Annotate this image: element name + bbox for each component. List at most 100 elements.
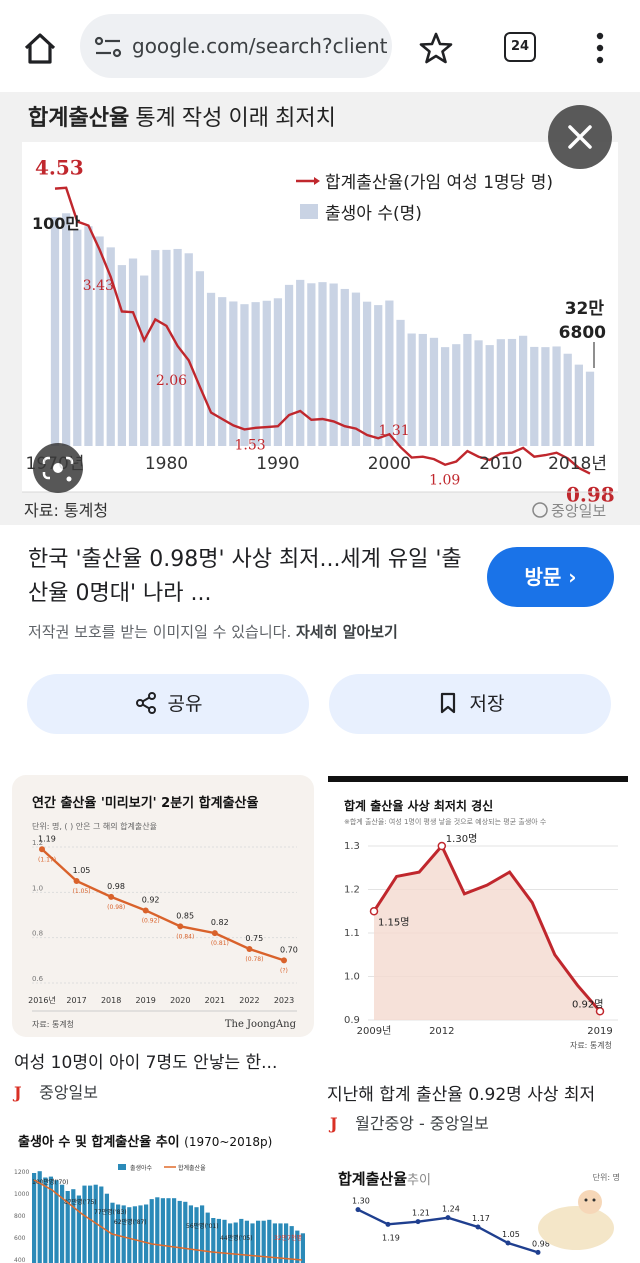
chevron-right-icon: ›: [568, 565, 577, 589]
thumb1-value: 0.70: [280, 945, 298, 954]
births-bar: [496, 339, 505, 446]
thumb1-sublabel: (0.84): [176, 933, 194, 940]
thumb1-sublabel: (0.92): [142, 917, 160, 924]
thumb3-bar: [216, 1218, 221, 1263]
tfr-point-label: 4.53: [35, 156, 84, 180]
thumb1-point: [108, 893, 115, 900]
thumb3-bar: [256, 1220, 261, 1263]
thumb3-bar: [172, 1198, 177, 1263]
births-bar: [552, 346, 561, 446]
thumb1-value: 0.75: [245, 934, 263, 943]
births-bar: [362, 301, 372, 446]
thumb3-bar: [194, 1207, 199, 1263]
thumb3-bar: [127, 1207, 132, 1263]
births-bar: [262, 300, 271, 446]
births-bar: [574, 364, 583, 446]
x-tick-label: 2000: [368, 454, 411, 474]
thumb3-bar: [233, 1222, 238, 1263]
url-text[interactable]: google.com/search?client: [132, 34, 388, 58]
result-title[interactable]: 한국 '출산율 0.98명' 사상 최저...세계 유일 '출산율 0명대' 나…: [28, 547, 462, 606]
thumb3-ytick: 600: [14, 1235, 26, 1242]
bookmark-button[interactable]: [418, 30, 454, 66]
close-viewer-button[interactable]: [548, 105, 612, 169]
related-image-3[interactable]: 출생아 수 및 합계출산율 추이 (1970~2018p) 출생아수 합계출산율…: [12, 1124, 314, 1263]
thumb3-bar: [244, 1220, 249, 1263]
tfr-point-label: 2.06: [156, 373, 187, 389]
related-image-2[interactable]: 합계 출산율 사상 최저치 경신 ※합계 출산율: 여성 1명이 평생 낳을 것…: [328, 776, 628, 1068]
legend-births: 출생아 수(명): [325, 204, 422, 224]
url-bar[interactable]: google.com/search?client: [80, 14, 392, 78]
related-caption-1[interactable]: 여성 10명이 아이 7명도 안낳는 한...: [14, 1053, 278, 1073]
star-icon: [419, 32, 453, 64]
thumb-src-2: 자료: 통계청: [570, 1040, 612, 1050]
thumb3-bar: [155, 1197, 160, 1263]
tab-switcher-button[interactable]: 24: [504, 32, 536, 62]
thumb4-value: 1.19: [382, 1233, 400, 1242]
visit-button[interactable]: 방문 ›: [487, 547, 614, 607]
thumb-brand-1: The JoongAng: [225, 1019, 297, 1030]
tfr-line: [54, 186, 591, 475]
thumb3-label: 56만명('01): [186, 1222, 219, 1230]
bar-label-2018-line1: 32만: [565, 299, 605, 319]
publisher-logo: 중앙일보: [532, 502, 606, 520]
thumb4-point: [445, 1215, 451, 1221]
thumb3-bar: [48, 1176, 53, 1263]
related-image-4[interactable]: 합계출산율추이 단위: 명 1.30 1.19 1.21 1.24 1.17 1.05 0.…: [328, 1158, 628, 1263]
related-caption-2[interactable]: 지난해 합계 출산율 0.92명 사상 최저: [327, 1085, 596, 1105]
thumb3-bar: [284, 1223, 289, 1263]
thumb2-ytick: 1.1: [344, 928, 360, 939]
thumb1-sublabel: (?): [280, 967, 288, 974]
more-menu-button[interactable]: [588, 30, 612, 66]
thumb1-xtick: 2021: [205, 996, 225, 1005]
thumb-chart-4: 합계출산율추이 단위: 명 1.30 1.19 1.21 1.24 1.17 1.05 0.…: [338, 1170, 620, 1255]
thumb1-value: 1.05: [73, 866, 91, 875]
births-bar: [95, 236, 104, 446]
thumb3-bar: [43, 1177, 48, 1263]
thumb3-label: 77만명('83): [94, 1208, 127, 1216]
thumb4-point: [385, 1221, 391, 1227]
thumb1-sublabel: (0.81): [211, 940, 229, 947]
thumb4-point: [505, 1240, 511, 1246]
thumb1-polyline: [41, 848, 285, 962]
thumb3-bar: [160, 1198, 165, 1263]
thumb-sub-1: 단위: 명, ( ) 안은 그 해의 합계출산율: [32, 821, 157, 831]
thumb4-point: [475, 1224, 481, 1230]
browser-toolbar: google.com/search?client 24: [0, 0, 640, 92]
save-button[interactable]: 저장: [329, 674, 611, 734]
thumb-title-3: 출생아 수 및 합계출산율 추이 (1970~2018p): [18, 1134, 272, 1150]
bar-label-2018-line2: 6800: [559, 323, 606, 343]
thumb3-legend-births: 출생아수: [130, 1164, 153, 1172]
births-bar: [251, 302, 260, 446]
related-image-1[interactable]: 연간 출산율 '미리보기' 2분기 합계출산율 단위: 명, ( ) 안은 그 …: [12, 775, 314, 1037]
related-source-1: J 중앙일보: [14, 1083, 98, 1102]
joongang-logo-icon: J: [330, 1114, 338, 1133]
thumb1-xtick: 2020: [170, 996, 190, 1005]
births-bar: [73, 229, 82, 446]
thumb3-bar: [121, 1205, 126, 1263]
thumb3-bar: [149, 1199, 154, 1263]
share-button[interactable]: 공유: [27, 674, 309, 734]
births-bar: [385, 300, 394, 446]
births-bar: [429, 337, 439, 446]
thumb3-tfr-line: [33, 1179, 303, 1261]
thumb2-ytick: 1.0: [344, 972, 360, 983]
births-bar: [84, 226, 93, 446]
thumb3-bar: [239, 1218, 244, 1263]
learn-more-link[interactable]: 자세히 알아보기: [296, 623, 398, 641]
thumb1-point: [211, 930, 218, 937]
births-bar: [318, 282, 327, 446]
site-settings-icon[interactable]: [94, 34, 122, 60]
thumb3-legend-tfr: 합계출산율: [178, 1164, 206, 1172]
google-lens-button[interactable]: [33, 443, 83, 493]
thumb3-bar: [82, 1185, 87, 1263]
thumb1-sublabel: (0.98): [107, 904, 125, 911]
related-source-2: J 월간중앙 - 중앙일보: [330, 1114, 489, 1133]
chart-legend: 합계출산율(가임 여성 1명당 명) 출생아 수(명): [296, 173, 553, 224]
thumb2-ytick: 0.9: [344, 1015, 360, 1026]
thumb3-bar: [76, 1195, 81, 1263]
home-button[interactable]: [18, 26, 62, 70]
thumb-src-1: 자료: 통계청: [32, 1019, 74, 1029]
thumb1-ytick: 1.2: [32, 839, 43, 847]
births-bar: [407, 333, 416, 446]
thumb2-ytick: 1.3: [344, 841, 360, 852]
